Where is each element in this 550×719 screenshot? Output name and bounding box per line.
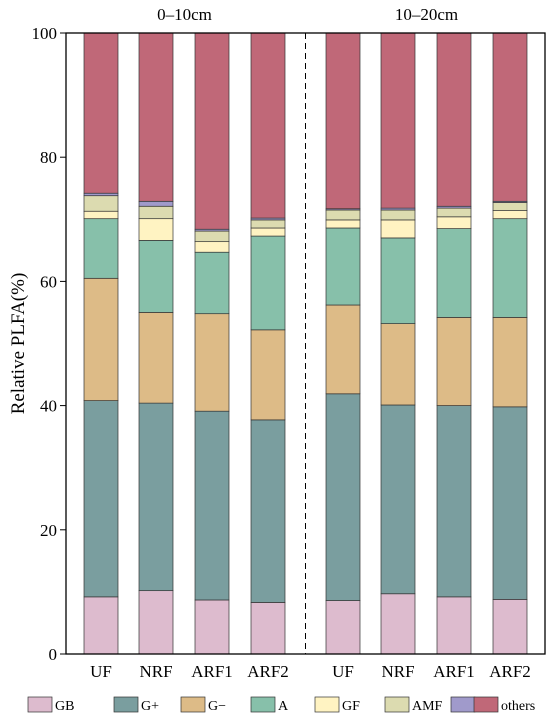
bar-segment-gf-2 [138,218,174,241]
x-tick-label-8: ARF2 [489,662,531,681]
bar-segment-g-4 [250,329,286,421]
bar-segment-g-1 [83,400,119,598]
bar-segment-amf-1 [83,195,119,212]
legend-label-gb: GB [55,699,74,714]
bar-segment-amf-3 [194,230,230,243]
bar-segment-g-3 [194,410,230,601]
bar-segment-others-1 [83,32,119,194]
bar-segment-gf-7 [436,216,472,229]
bar-segment-g-8 [492,406,528,600]
bar-segment-a-1 [83,218,119,279]
legend-label-others: others [501,699,535,714]
y-tick-label-40: 40 [40,397,57,416]
legend-swatch-gb [27,696,53,713]
bar-segment-a-6 [380,237,416,324]
bar-segment-p-2 [138,200,174,207]
bar-segment-gb-8 [492,599,528,655]
bar-segment-g-2 [138,312,174,404]
bar-segment-g-5 [325,304,361,395]
bar-segment-gf-1 [83,210,119,220]
legend-swatch-a [250,696,276,713]
bar-segment-g-2 [138,402,174,592]
bar-segment-others-5 [325,32,361,210]
bar-segment-g-7 [436,405,472,598]
bar-segment-g-5 [325,393,361,601]
bar-segment-gf-5 [325,219,361,229]
bar-segment-g-8 [492,317,528,408]
bar-segment-gf-6 [380,219,416,239]
bar-segment-a-3 [194,251,230,315]
bar-segment-amf-6 [380,209,416,221]
legend-swatch-g [113,696,139,713]
x-tick-label-5: UF [332,662,354,681]
bar-segment-gb-2 [138,590,174,655]
bar-segment-others-3 [194,32,230,230]
x-tick-label-1: UF [90,662,112,681]
y-tick-label-0: 0 [49,645,58,664]
y-tick-label-20: 20 [40,521,57,540]
bar-segment-a-8 [492,218,528,318]
bar-segment-g-7 [436,317,472,406]
bar-segment-others-6 [380,32,416,209]
legend-swatch-others [473,696,499,713]
bar-segment-amf-4 [250,219,286,229]
bar-segment-gb-7 [436,596,472,655]
bar-segment-amf-7 [436,207,472,218]
legend-label-g: G− [208,699,226,714]
bar-segment-amf-2 [138,205,174,220]
bar-segment-a-4 [250,235,286,331]
bar-segment-gb-6 [380,593,416,655]
legend-swatch-g [180,696,206,713]
x-tick-label-6: NRF [381,662,414,681]
bar-segment-others-4 [250,32,286,219]
bar-segment-others-8 [492,32,528,202]
group-labels: 0–10cm 10–20cm [157,5,458,24]
legend-label-amf: AMF [412,699,443,714]
bar-segment-g-6 [380,323,416,406]
x-tick-label-7: ARF1 [433,662,475,681]
group-label-2: 10–20cm [395,5,458,24]
legend: GBG+G−AGFAMFPothers [27,696,535,714]
bars-layer [83,32,528,655]
bar-segment-gb-4 [250,602,286,655]
bar-segment-g-4 [250,419,286,603]
legend-label-gf: GF [342,699,360,714]
x-axis: UF NRF ARF1 ARF2 UF NRF ARF1 ARF2 [90,662,531,681]
x-tick-label-2: NRF [139,662,172,681]
bar-segment-g-1 [83,277,119,401]
x-tick-label-4: ARF2 [247,662,289,681]
legend-label-a: A [278,699,289,714]
legend-swatch-amf [384,696,410,713]
bar-segment-g-3 [194,313,230,412]
bar-segment-g-6 [380,404,416,595]
bar-segment-others-2 [138,32,174,202]
bar-segment-p-1 [83,192,119,197]
y-axis: 0 20 40 60 80 100 [32,24,66,664]
bar-segment-a-2 [138,240,174,313]
bar-segment-amf-8 [492,202,528,211]
bar-segment-gb-3 [194,599,230,655]
bar-segment-others-7 [436,32,472,207]
legend-swatch-gf [314,696,340,713]
legend-swatch-p [450,696,476,713]
bar-segment-gf-3 [194,241,230,253]
bar-segment-gb-1 [83,596,119,655]
bar-segment-gb-5 [325,600,361,655]
bar-segment-gf-4 [250,227,286,237]
bar-segment-amf-5 [325,209,361,221]
bar-segment-gf-8 [492,210,528,220]
y-tick-label-60: 60 [40,272,57,291]
bar-segment-a-7 [436,228,472,318]
y-axis-label: Relative PLFA(%) [8,273,29,415]
group-label-1: 0–10cm [157,5,212,24]
legend-label-g: G+ [141,699,159,714]
x-tick-label-3: ARF1 [191,662,233,681]
y-tick-label-80: 80 [40,148,57,167]
y-tick-label-100: 100 [32,24,58,43]
bar-segment-a-5 [325,227,361,306]
